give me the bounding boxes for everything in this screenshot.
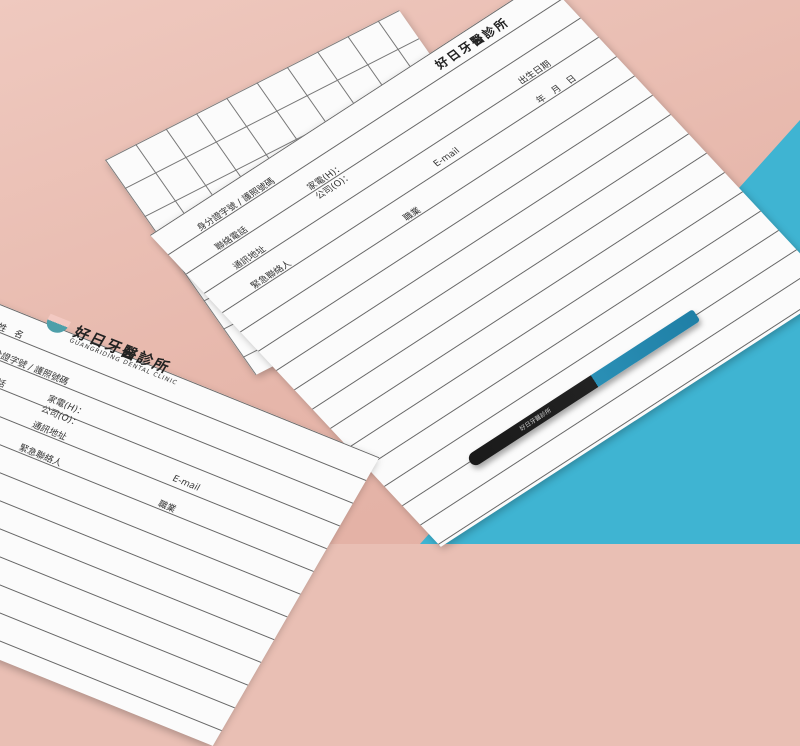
back-form-field: 通訊地址 [231, 244, 269, 272]
back-form-field: E-mail [431, 146, 463, 170]
back-form-field: 緊急聯絡人 [249, 259, 295, 292]
front-form-field: 姓 名 [0, 322, 26, 342]
front-form-field: 身分證字號 / 護照號碼 [0, 345, 71, 388]
back-form-field: 出生日期 [516, 59, 554, 87]
front-form-field: 職業 [155, 499, 178, 515]
back-form-field: 年 月 日 [534, 74, 580, 107]
back-form-field: 聯絡電話 [213, 225, 251, 253]
back-form-field: 職業 [401, 206, 424, 224]
front-form-field: 聯絡電話 [0, 367, 8, 391]
front-form-field: 緊急聯絡人 [16, 443, 64, 469]
front-form-field: E-mail [170, 474, 202, 494]
